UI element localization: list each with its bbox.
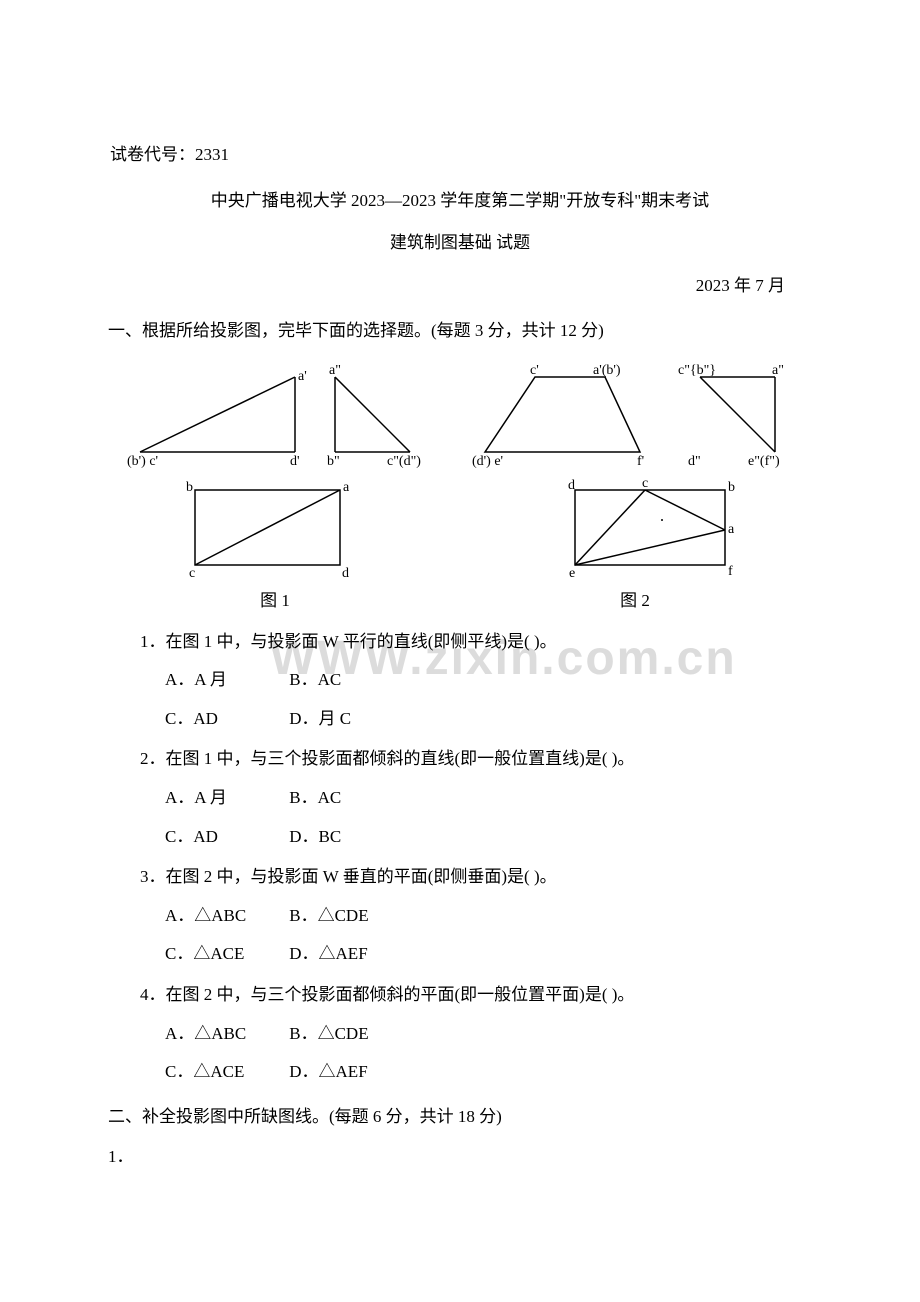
svg-text:c"(d"): c"(d") xyxy=(387,454,421,469)
figure-1-svg: (b') c' d' a' a" b" c"(d") b xyxy=(120,357,430,582)
svg-text:d': d' xyxy=(290,454,300,469)
q2-optB: B．AC xyxy=(289,783,409,814)
section1-title: 一、根据所给投影图，完毕下面的选择题。(每题 3 分，共计 12 分) xyxy=(108,316,810,347)
q1-options-ab: A．A 月 B．AC xyxy=(165,665,810,696)
q1-optD: D．月 C xyxy=(289,704,409,735)
q4-options-cd: C．△ACE D．△AEF xyxy=(165,1057,810,1088)
q3-optB: B．△CDE xyxy=(289,901,409,932)
q2-options-ab: A．A 月 B．AC xyxy=(165,783,810,814)
q1-options-cd: C．AD D．月 C xyxy=(165,704,810,735)
subject-line: 建筑制图基础 试题 xyxy=(110,228,810,259)
svg-text:c: c xyxy=(642,476,648,491)
q1-optB: B．AC xyxy=(289,665,409,696)
svg-text:a': a' xyxy=(298,369,307,384)
q2-optA: A．A 月 xyxy=(165,783,285,814)
q4-optB: B．△CDE xyxy=(289,1019,409,1050)
q3-options-cd: C．△ACE D．△AEF xyxy=(165,939,810,970)
svg-text:e"(f"): e"(f") xyxy=(748,454,780,469)
figure-1-label: 图 1 xyxy=(260,586,290,617)
figure-2-label: 图 2 xyxy=(620,586,650,617)
q1-optC: C．AD xyxy=(165,704,285,735)
figure-1: (b') c' d' a' a" b" c"(d") b xyxy=(120,357,430,617)
svg-text:b: b xyxy=(186,480,193,495)
svg-text:a'(b'): a'(b') xyxy=(593,363,621,378)
q4-optC: C．△ACE xyxy=(165,1057,285,1088)
q3-text: 3．在图 2 中，与投影面 W 垂直的平面(即侧垂面)是( )。 xyxy=(140,862,810,893)
q2-options-cd: C．AD D．BC xyxy=(165,822,810,853)
q4-text: 4．在图 2 中，与三个投影面都倾斜的平面(即一般位置平面)是( )。 xyxy=(140,980,810,1011)
q3-optD: D．△AEF xyxy=(289,939,409,970)
section2-title: 二、补全投影图中所缺图线。(每题 6 分，共计 18 分) xyxy=(108,1102,810,1133)
svg-text:a": a" xyxy=(329,363,341,378)
svg-text:(b') c': (b') c' xyxy=(127,454,158,469)
q2-optD: D．BC xyxy=(289,822,409,853)
paper-code: 试卷代号：2331 xyxy=(110,140,810,171)
svg-text:f': f' xyxy=(637,454,644,469)
q3-optA: A．△ABC xyxy=(165,901,285,932)
figure-2-svg: (d') e' f' c' a'(b') c"{b"} a" d" e"(f") xyxy=(470,357,800,582)
q1-optA: A．A 月 xyxy=(165,665,285,696)
q1-text: 1．在图 1 中，与投影面 W 平行的直线(即侧平线)是( )。 xyxy=(140,627,810,658)
figure-2: (d') e' f' c' a'(b') c"{b"} a" d" e"(f") xyxy=(470,357,800,617)
svg-text:c': c' xyxy=(530,363,539,378)
figures-row: (b') c' d' a' a" b" c"(d") b xyxy=(110,357,810,617)
q4-options-ab: A．△ABC B．△CDE xyxy=(165,1019,810,1050)
svg-text:c: c xyxy=(189,566,195,581)
date-line: 2023 年 7 月 xyxy=(110,271,810,302)
svg-text:d: d xyxy=(342,566,349,581)
q3-options-ab: A．△ABC B．△CDE xyxy=(165,901,810,932)
svg-text:d: d xyxy=(568,478,575,493)
svg-text:c"{b"}: c"{b"} xyxy=(678,363,716,378)
svg-text:f: f xyxy=(728,564,733,579)
svg-text:(d') e': (d') e' xyxy=(472,454,503,469)
university-line: 中央广播电视大学 2023—2023 学年度第二学期"开放专科"期末考试 xyxy=(110,186,810,217)
q2-optC: C．AD xyxy=(165,822,285,853)
content: 试卷代号：2331 中央广播电视大学 2023—2023 学年度第二学期"开放专… xyxy=(110,140,810,1173)
svg-text:d": d" xyxy=(688,454,701,469)
svg-text:b: b xyxy=(728,480,735,495)
q2-text: 2．在图 1 中，与三个投影面都倾斜的直线(即一般位置直线)是( )。 xyxy=(140,744,810,775)
svg-text:a: a xyxy=(343,480,350,495)
svg-text:a: a xyxy=(728,522,735,537)
svg-text:e: e xyxy=(569,566,575,581)
svg-text:a": a" xyxy=(772,363,784,378)
q3-optC: C．△ACE xyxy=(165,939,285,970)
q4-optA: A．△ABC xyxy=(165,1019,285,1050)
section2-q1: 1． xyxy=(108,1142,810,1173)
svg-text:b": b" xyxy=(327,454,340,469)
q4-optD: D．△AEF xyxy=(289,1057,409,1088)
